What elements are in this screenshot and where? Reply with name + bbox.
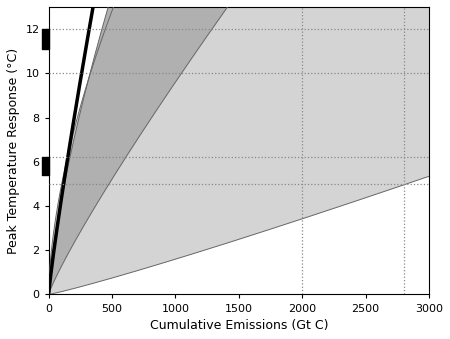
- Y-axis label: Peak Temperature Response (°C): Peak Temperature Response (°C): [7, 48, 20, 254]
- X-axis label: Cumulative Emissions (Gt C): Cumulative Emissions (Gt C): [149, 319, 328, 332]
